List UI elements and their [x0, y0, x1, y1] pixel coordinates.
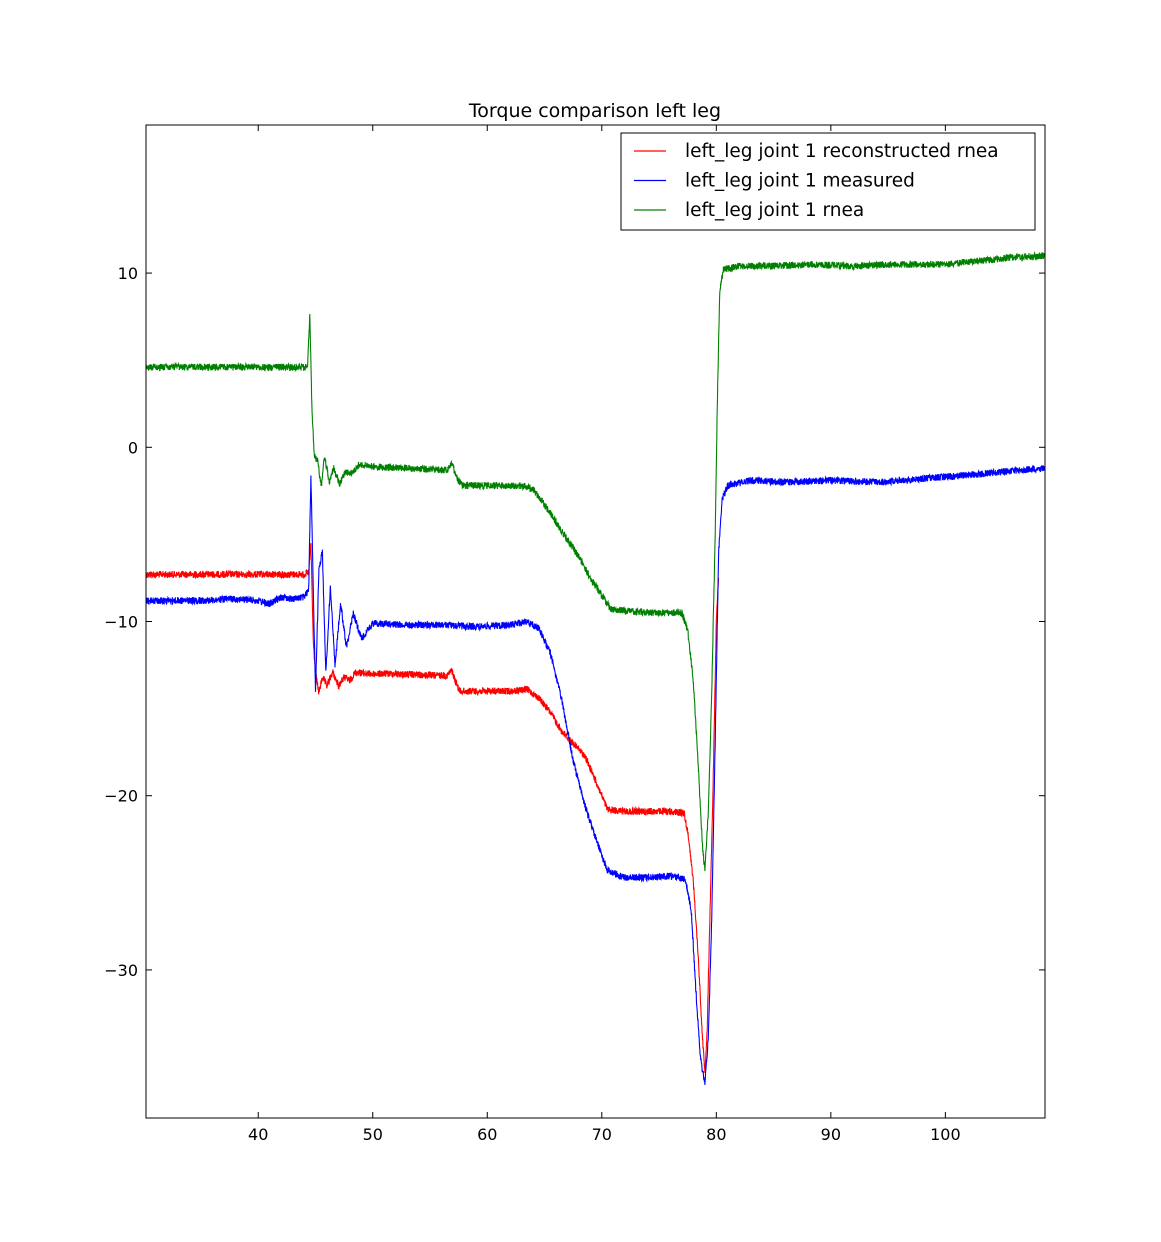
x-tick-label: 90	[821, 1125, 841, 1144]
plot-area-frame	[145, 124, 1046, 1119]
x-tick-label: 70	[592, 1125, 612, 1144]
y-tick-label: 10	[118, 264, 138, 283]
x-tick-label: 60	[477, 1125, 497, 1144]
y-tick-label: −30	[104, 961, 138, 980]
x-tick-label: 80	[706, 1125, 726, 1144]
y-tick-label: 0	[128, 438, 138, 457]
legend-box	[620, 132, 1036, 231]
x-tick-label: 50	[363, 1125, 383, 1144]
series-line-1	[146, 543, 720, 1074]
y-tick-label: −10	[104, 613, 138, 632]
legend-label-2: left_leg joint 1 measured	[685, 171, 915, 192]
series-line-2	[146, 464, 1045, 1086]
axis-ticks: 40 50 60 70 80 90 100 −30 −20 −10 0 10	[104, 125, 1045, 1144]
legend-label-3: left_leg joint 1 rnea	[685, 200, 864, 221]
series-layer	[146, 251, 1045, 1086]
chart-title: Torque comparison left leg	[468, 100, 721, 122]
series-line-3	[146, 251, 1045, 872]
y-tick-label: −20	[104, 787, 138, 806]
x-tick-label: 40	[248, 1125, 268, 1144]
x-tick-label: 100	[930, 1125, 961, 1144]
legend: left_leg joint 1 reconstructed rnea left_…	[620, 132, 1036, 231]
legend-label-1: left_leg joint 1 reconstructed rnea	[685, 141, 999, 162]
